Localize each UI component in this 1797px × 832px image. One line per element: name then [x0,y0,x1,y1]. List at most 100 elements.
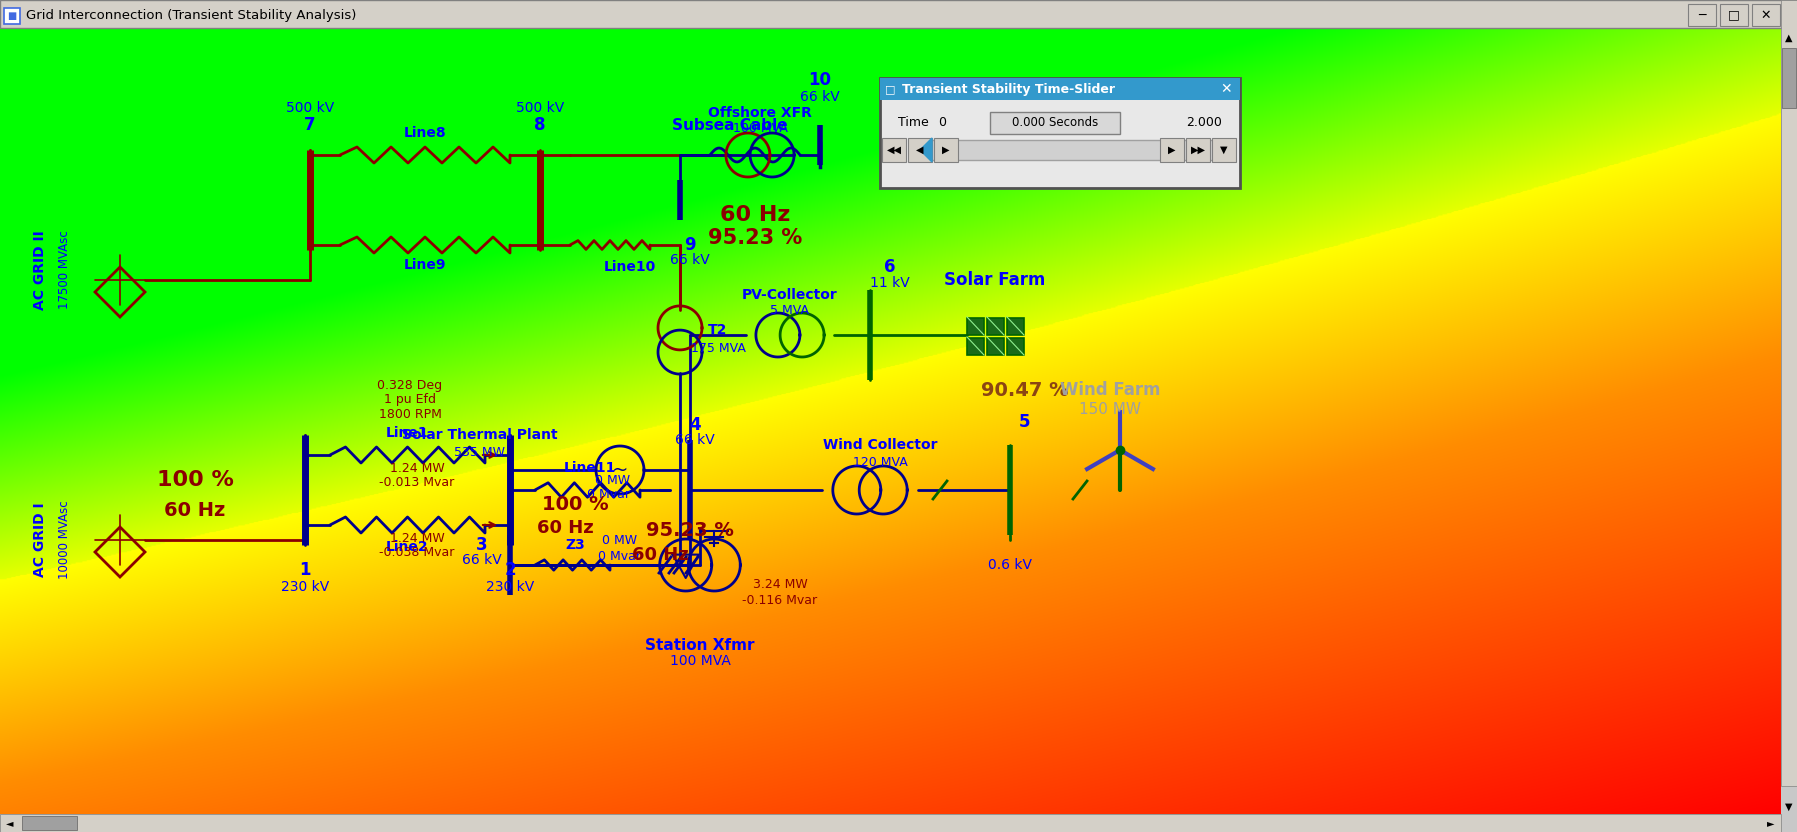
Bar [1687,4,1716,26]
Text: ◄: ◄ [5,818,14,828]
Text: Time: Time [898,116,929,130]
Text: ■: ■ [7,11,16,21]
Text: 500 kV: 500 kV [516,101,564,115]
Text: 100 %: 100 % [156,470,234,490]
Bar [934,138,958,162]
Text: Line2: Line2 [386,540,428,554]
Bar [1783,48,1795,108]
Text: 10: 10 [809,71,832,89]
Text: □: □ [884,84,895,94]
Bar [0,0,1797,28]
Text: 0 MW: 0 MW [602,533,638,547]
Text: 1.24 MW: 1.24 MW [390,463,444,476]
Text: 60 Hz: 60 Hz [537,519,593,537]
Text: 2: 2 [505,561,516,579]
Text: 1: 1 [300,561,311,579]
Bar [1752,4,1781,26]
Bar [990,112,1120,134]
Text: 95.23 %: 95.23 % [708,228,801,248]
Bar [1720,4,1748,26]
Text: 60 Hz: 60 Hz [631,546,688,564]
Text: 100 MVA: 100 MVA [670,654,730,668]
Text: 0 Mvar: 0 Mvar [588,488,631,502]
Bar [967,318,985,335]
Text: 535 MW: 535 MW [455,445,505,458]
Bar [4,8,20,24]
Text: 17500 MVAsc: 17500 MVAsc [59,230,72,310]
Polygon shape [920,138,933,162]
Text: Line1: Line1 [386,426,428,440]
Bar [907,138,933,162]
Text: Line8: Line8 [404,126,446,140]
Bar [1006,338,1024,355]
Text: ✕: ✕ [1220,82,1233,96]
Text: □: □ [1729,8,1739,22]
Bar [1006,318,1024,335]
Text: 9: 9 [685,236,695,254]
Text: ▶: ▶ [942,145,951,155]
Text: 0: 0 [938,116,945,130]
Text: 1800 RPM: 1800 RPM [379,409,442,422]
Text: PV-Collector: PV-Collector [742,288,837,302]
Text: 66 kV: 66 kV [462,553,501,567]
Text: -0.038 Mvar: -0.038 Mvar [379,547,455,559]
Bar [881,78,1240,188]
Text: 5: 5 [1019,413,1031,431]
Text: 1.24 MW: 1.24 MW [390,532,444,546]
Text: 10000 MVAsc: 10000 MVAsc [59,501,72,579]
Text: Transient Stability Time-Slider: Transient Stability Time-Slider [902,82,1114,96]
Text: Grid Interconnection (Transient Stability Analysis): Grid Interconnection (Transient Stabilit… [25,9,356,22]
Text: 8: 8 [534,116,546,134]
Text: 150 MW: 150 MW [1078,403,1141,418]
Text: Station Xfmr: Station Xfmr [645,637,755,652]
Bar [22,816,77,830]
Text: 60 Hz: 60 Hz [164,501,226,519]
Text: 100 MVA: 100 MVA [733,122,787,136]
Text: Line9: Line9 [404,258,446,272]
Bar [882,138,906,162]
Text: 3: 3 [476,536,487,554]
Text: 11 kV: 11 kV [870,276,909,290]
Text: ▲: ▲ [1784,33,1793,43]
Bar [881,78,1240,100]
Bar [987,338,1005,355]
Text: 66 kV: 66 kV [676,433,715,447]
Text: Offshore XFR: Offshore XFR [708,106,812,120]
Text: Solar Farm: Solar Farm [943,271,1046,289]
Text: 2.000: 2.000 [1186,116,1222,130]
Text: 5 MVA: 5 MVA [771,305,809,318]
Text: ►: ► [1766,818,1775,828]
Text: ▼: ▼ [1784,802,1793,812]
Text: 66 kV: 66 kV [670,253,710,267]
Text: ~: ~ [611,460,629,479]
Text: 0.328 Deg: 0.328 Deg [377,379,442,392]
Text: 90.47 %: 90.47 % [981,380,1069,399]
Text: 0 MW: 0 MW [595,473,631,487]
Text: 0 Mvar: 0 Mvar [598,551,642,563]
Text: 60 Hz: 60 Hz [721,205,791,225]
Text: Wind Collector: Wind Collector [823,438,938,452]
Text: Subsea Cable: Subsea Cable [672,117,787,132]
Text: 3.24 MW: 3.24 MW [753,578,807,592]
Text: AC GRID I: AC GRID I [32,503,47,577]
Text: 230 kV: 230 kV [280,580,329,594]
Text: ◀◀: ◀◀ [886,145,902,155]
Text: 66 kV: 66 kV [800,90,839,104]
Bar [987,318,1005,335]
Bar [920,140,1220,160]
Text: ─: ─ [1698,8,1705,22]
Text: 230 kV: 230 kV [485,580,534,594]
Text: 1 pu Efd: 1 pu Efd [385,394,437,407]
Text: 4: 4 [690,416,701,434]
Text: Line10: Line10 [604,260,656,274]
Bar [1211,138,1236,162]
Text: 120 MVA: 120 MVA [852,455,907,468]
Text: Solar Thermal Plant: Solar Thermal Plant [403,428,557,442]
Text: -0.013 Mvar: -0.013 Mvar [379,477,455,489]
Text: 6: 6 [884,258,895,276]
Bar [1161,138,1184,162]
Text: 0.000 Seconds: 0.000 Seconds [1012,116,1098,130]
Text: ✕: ✕ [1761,8,1772,22]
Text: 95.23 %: 95.23 % [647,521,733,539]
Text: ▶: ▶ [1168,145,1175,155]
